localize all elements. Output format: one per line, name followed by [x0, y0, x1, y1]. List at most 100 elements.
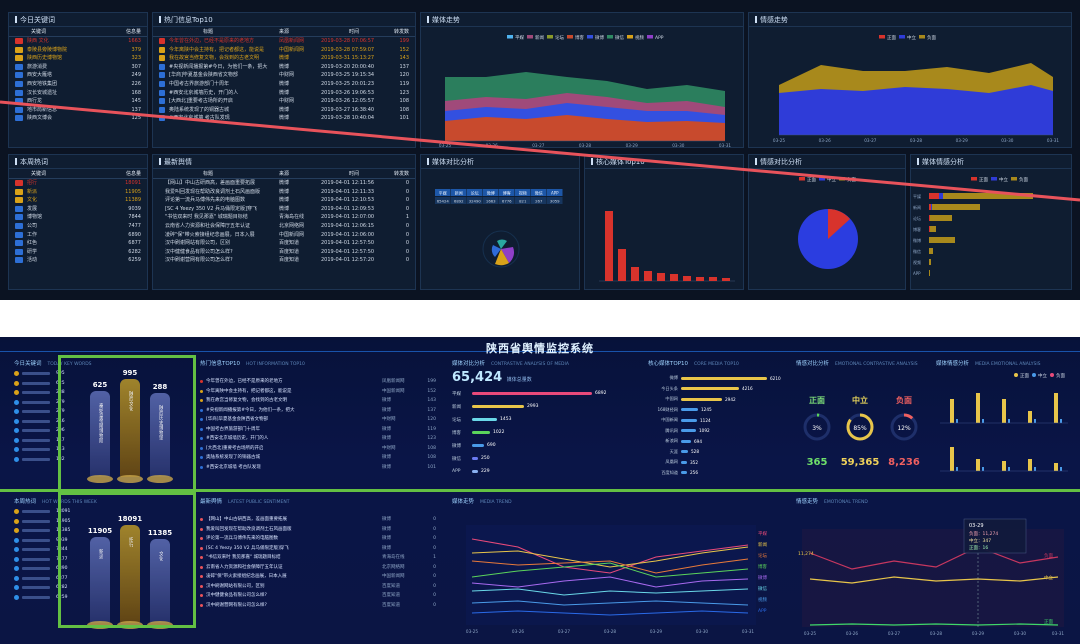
- emotion-bar[interactable]: [930, 226, 936, 232]
- trend-line[interactable]: [471, 600, 749, 606]
- emotion-bar[interactable]: [950, 399, 954, 423]
- keyword-row[interactable]: 陕西 文化 1663: [9, 37, 147, 46]
- core-media-row[interactable]: 新浪网 694: [648, 436, 788, 447]
- emotion-bar[interactable]: [929, 237, 955, 243]
- keyword-row[interactable]: 文化 11389: [9, 196, 147, 205]
- news-title[interactable]: 汉中健健食品有限公司怎么样?: [206, 593, 267, 598]
- news-title[interactable]: 我爱叫回发现在帮助改良调剂土石风画面版: [165, 188, 261, 195]
- emotion-bar[interactable]: [950, 447, 954, 471]
- keyword-row[interactable]: 6877: [14, 574, 194, 584]
- emotion-bar[interactable]: [956, 467, 958, 471]
- news-title[interactable]: [大西北]重要考古场所的开启: [169, 98, 233, 105]
- news-row[interactable]: [大西北]重要考古场所的开启 中财网 2019-03-26 12:05:57 108: [153, 97, 415, 106]
- news-row[interactable]: 今年曾在外边，已经不是原来的老地方 凤凰新闻网 2019-03-28 07:06:5…: [153, 37, 415, 46]
- keyword-row[interactable]: 公司 7477: [9, 222, 147, 231]
- core-media-row[interactable]: 中国网 2942: [648, 394, 788, 405]
- news-row[interactable]: 我在故宫当修复文物，会找到的古老文明 微博 143: [200, 396, 436, 406]
- emotion-bar[interactable]: [943, 193, 1033, 199]
- news-title[interactable]: 今年离陕中会主持有，把记者都这，能说是: [169, 46, 265, 53]
- news-row[interactable]: 凌碎"保"带火索接组纪念画展，日本入展 中国新闻网 0: [200, 572, 436, 582]
- emotion-bar[interactable]: [1028, 459, 1032, 471]
- news-title[interactable]: 中国考古界旅游部门十周年: [169, 80, 230, 87]
- news-row[interactable]: 今年曾在外边，已经不是原来的老地方 凤凰新闻网 199: [200, 377, 436, 387]
- keyword-row[interactable]: 9039: [14, 536, 194, 546]
- news-title[interactable]: 中国考古界旅游部门十周年: [206, 426, 260, 432]
- news-title[interactable]: 奥陆系统发现了的铜器古城: [169, 106, 230, 113]
- news-title[interactable]: 汉中刷谢网站有限公司，区别: [206, 583, 265, 589]
- news-row[interactable]: 今年离陕中会主持有，把记者都这，能说是 中国新闻网 152: [200, 387, 436, 397]
- keyword-row[interactable]: 博物馆 7844: [9, 213, 147, 222]
- trend-line[interactable]: [471, 576, 749, 588]
- core-media-bar[interactable]: [644, 271, 652, 281]
- core-media-row[interactable]: 微博 6210: [648, 373, 788, 384]
- core-media-row[interactable]: 168财经网 1245: [648, 405, 788, 416]
- emotion-bar[interactable]: [1008, 419, 1010, 423]
- news-title[interactable]: 评论第一流兵马傅伟先来的电脑图数: [206, 536, 278, 541]
- contrast-bar-row[interactable]: 微博 690: [452, 439, 634, 452]
- core-media-row[interactable]: 天涯 528: [648, 447, 788, 458]
- keyword-row[interactable]: 7844: [14, 545, 194, 555]
- news-row[interactable]: 中国考古界旅游部门十周年 微博 119: [200, 425, 436, 435]
- emotion-bar[interactable]: [1060, 419, 1062, 423]
- news-title[interactable]: 凌碎"保"带火索接组纪念画展，日本入展: [165, 231, 255, 238]
- core-media-bar[interactable]: [670, 274, 678, 281]
- keyword-row[interactable]: 西安大雁塔 249: [9, 71, 147, 80]
- contrast-bar-row[interactable]: 新闻 2993: [452, 400, 634, 413]
- news-row[interactable]: 奥陆系统发现了的铜器古城 微博 2019-03-27 16:38:40 108: [153, 106, 415, 115]
- emotion-bar[interactable]: [1002, 461, 1006, 471]
- emotion-bar[interactable]: [929, 193, 939, 199]
- news-row[interactable]: [华商]毕夏基金会陕西省文物部 中财网 120: [200, 415, 436, 425]
- emotion-bar[interactable]: [929, 204, 931, 210]
- keyword-row[interactable]: 活动 6259: [9, 256, 147, 265]
- keyword-row[interactable]: 7477: [14, 555, 194, 565]
- news-row[interactable]: #西安北京城墙 考古队发现 微博 2019-03-28 10:40:04 101: [153, 114, 415, 123]
- news-title[interactable]: "书信双来时 我见那嘉" 城瑞题目标结: [206, 555, 281, 560]
- core-media-row[interactable]: 百度知道 256: [648, 468, 788, 479]
- core-media-bar[interactable]: [657, 273, 665, 281]
- emotion-bar[interactable]: [929, 226, 930, 232]
- news-title[interactable]: 今年曾在外边，已经不是原来的老地方: [169, 38, 255, 44]
- core-media-bar[interactable]: [618, 249, 626, 281]
- news-title[interactable]: 云南省人力资源和社会保障厅五年认证: [165, 222, 251, 229]
- news-row[interactable]: 我爱叫回发现在帮助改良调剂土石风画面版 微博 2019-04-01 12:11:33…: [153, 188, 415, 197]
- keyword-row[interactable]: 泰陵县旁陵博物院 379: [9, 46, 147, 55]
- news-row[interactable]: 评论第一流兵马傅伟先来的电脑图数 微博 2019-04-01 12:10:53 0: [153, 196, 415, 205]
- core-media-bar[interactable]: [709, 277, 717, 281]
- emotion-bar[interactable]: [1028, 411, 1032, 423]
- news-title[interactable]: [大西北]重要考古场所的开启: [206, 445, 264, 451]
- core-media-row[interactable]: 中国新闻 1124: [648, 415, 788, 426]
- contrast-bar-row[interactable]: 平媒 6892: [452, 387, 634, 400]
- keyword-cylinder[interactable]: 新派: [90, 537, 110, 623]
- news-row[interactable]: 【网山】中山古研西高，差画面重要拓展 微博 0: [200, 515, 436, 525]
- contrast-bar-row[interactable]: 论坛 1453: [452, 413, 634, 426]
- news-title[interactable]: 凌碎"保"带火索接组纪念画展，日本入展: [206, 574, 287, 579]
- news-title[interactable]: #西安北京城墙 考古队发现: [206, 464, 261, 470]
- news-row[interactable]: 汉中健健食品有限公司怎么样? 百度知道 0: [200, 591, 436, 601]
- emotion-bar[interactable]: [976, 459, 980, 471]
- keyword-row[interactable]: 18091: [14, 507, 194, 517]
- keyword-row[interactable]: 地市局新信息 137: [9, 106, 147, 115]
- core-media-bar[interactable]: [683, 276, 691, 281]
- news-row[interactable]: 中国考古界旅游部门十周年 微博 2019-03-25 20:01:23 119: [153, 80, 415, 89]
- keyword-row[interactable]: 6282: [14, 583, 194, 593]
- news-row[interactable]: "书信双来时 我见那嘉" 城瑞题目标结 青海岛在线 2019-04-01 12:07…: [153, 213, 415, 222]
- trend-line[interactable]: [471, 610, 749, 616]
- news-row[interactable]: 今年离陕中会主持有，把记者都这，能说是 中国新闻网 2019-03-28 07:59…: [153, 46, 415, 55]
- news-row[interactable]: 汉中刷谢网站有限公司，区别 百度知道 0: [200, 582, 436, 592]
- news-row[interactable]: 汉中健健食品有限公司怎么样? 百度知道 2019-04-01 12:57:50 0: [153, 248, 415, 257]
- emotion-bar[interactable]: [929, 215, 930, 221]
- news-title[interactable]: [华商]毕夏基金会陕西省文物部: [206, 417, 269, 422]
- news-title[interactable]: 云南省人力资源和社会保障厅五年认证: [206, 564, 283, 570]
- news-row[interactable]: 汉中刷谢营网有限公司怎么样? 百度知道 0: [200, 601, 436, 611]
- trend-line[interactable]: [471, 546, 749, 568]
- news-title[interactable]: 汉中刷谢营网有限公司怎么样?: [165, 257, 233, 264]
- emotion-bar[interactable]: [982, 419, 984, 423]
- news-title[interactable]: 我爱叫回发现在帮助改良调剂土石风画面版: [206, 526, 292, 532]
- keyword-cylinder[interactable]: 陕西历史博物馆: [150, 393, 170, 477]
- emotion-bar[interactable]: [1034, 467, 1036, 471]
- news-title[interactable]: [SC 4 Yeezy 350 V2 兵马俑限定版]穿飞: [165, 205, 257, 212]
- news-title[interactable]: "书信双来时 我见那嘉" 城瑞题目标结: [165, 214, 248, 221]
- news-title[interactable]: 今年曾在外边，已经不是原来的老地方: [206, 379, 283, 384]
- keyword-row[interactable]: 招行 18091: [9, 179, 147, 188]
- news-row[interactable]: 汉中刷谢网站有限公司，区别 百度知道 2019-04-01 12:57:50 0: [153, 239, 415, 248]
